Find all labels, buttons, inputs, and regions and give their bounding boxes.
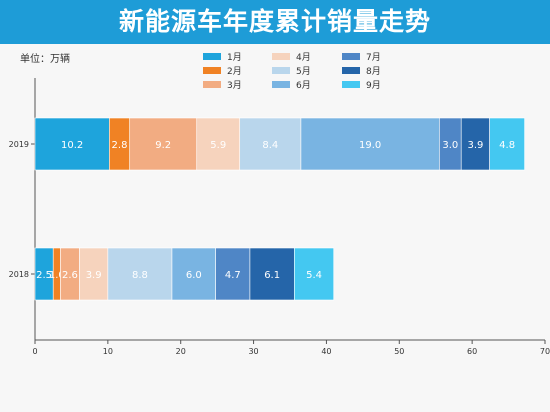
legend-label: 4月 <box>296 52 311 63</box>
legend-label: 8月 <box>366 66 381 77</box>
legend-swatch <box>272 81 290 88</box>
legend-label: 9月 <box>366 80 381 91</box>
x-tick-label: 50 <box>394 347 404 356</box>
data-label: 6.0 <box>186 270 202 281</box>
x-tick-label: 10 <box>103 347 113 356</box>
bar-segment <box>300 117 440 171</box>
bar-segment <box>249 247 295 301</box>
data-label: 1.0 <box>49 270 65 281</box>
x-tick-label: 40 <box>321 347 331 356</box>
chart-area <box>0 44 550 412</box>
x-tick-label: 30 <box>248 347 258 356</box>
data-label: 10.2 <box>61 140 83 151</box>
data-label: 8.8 <box>132 270 148 281</box>
bar-segment <box>34 117 110 171</box>
unit-label: 单位：万辆 <box>20 54 70 65</box>
title-banner: 新能源车年度累计销量走势 <box>0 0 550 44</box>
data-label: 5.9 <box>210 140 226 151</box>
y-tick-label: 2018 <box>9 270 29 279</box>
bar-segment <box>460 117 490 171</box>
legend-label: 2月 <box>227 66 242 77</box>
legend-label: 6月 <box>296 80 311 91</box>
bar-segment <box>107 247 173 301</box>
chart-title: 新能源车年度累计销量走势 <box>118 7 431 36</box>
legend-label: 1月 <box>227 52 242 63</box>
legend-swatch <box>272 67 290 74</box>
x-tick-label: 0 <box>32 347 37 356</box>
data-label: 4.8 <box>499 140 515 151</box>
legend-swatch <box>203 81 221 88</box>
legend-swatch <box>342 53 360 60</box>
bar-segment <box>129 117 198 171</box>
y-tick-label: 2019 <box>9 140 29 149</box>
bar-segment <box>215 247 251 301</box>
bar-segment <box>489 117 525 171</box>
x-tick-label: 70 <box>540 347 550 356</box>
legend-swatch <box>203 67 221 74</box>
data-label: 2.8 <box>112 140 128 151</box>
x-tick-label: 60 <box>467 347 477 356</box>
legend-label: 5月 <box>296 66 311 77</box>
data-label: 3.9 <box>86 270 102 281</box>
bar-segment <box>239 117 302 171</box>
data-label: 2.6 <box>62 270 78 281</box>
legend-swatch <box>342 67 360 74</box>
data-label: 9.2 <box>155 140 171 151</box>
data-label: 8.4 <box>262 140 278 151</box>
legend-label: 3月 <box>227 80 242 91</box>
legend-swatch <box>203 53 221 60</box>
bar-segment <box>171 247 216 301</box>
x-tick-label: 20 <box>176 347 186 356</box>
legend-label: 7月 <box>366 52 381 63</box>
data-label: 3.9 <box>467 140 483 151</box>
data-label: 19.0 <box>359 140 381 151</box>
bar-segment <box>294 247 335 301</box>
data-label: 2.5 <box>36 270 52 281</box>
legend-swatch <box>272 53 290 60</box>
data-label: 4.7 <box>225 270 241 281</box>
data-label: 5.4 <box>306 270 322 281</box>
legend-swatch <box>342 81 360 88</box>
bar-segment <box>79 247 109 301</box>
data-label: 6.1 <box>264 270 280 281</box>
data-label: 3.0 <box>442 140 458 151</box>
